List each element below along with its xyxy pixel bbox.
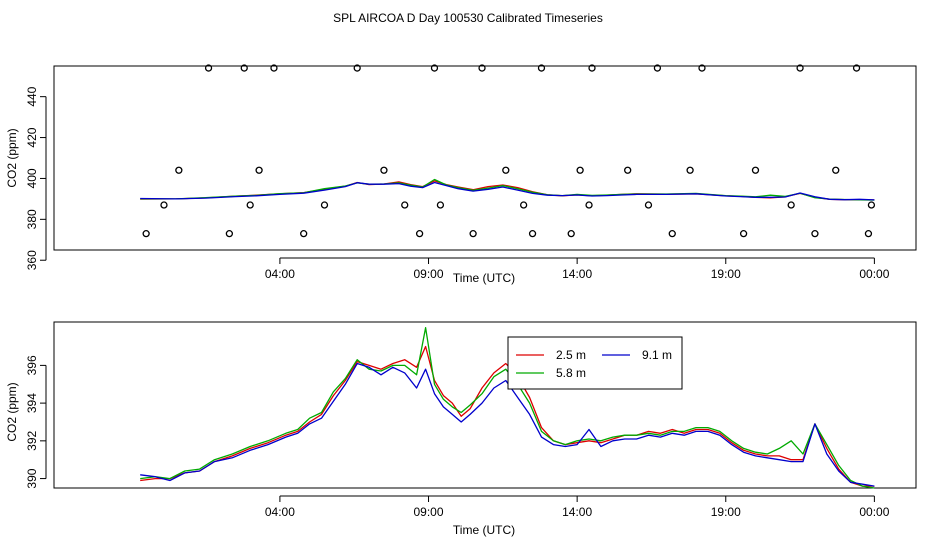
top-y-tick-label: 380 — [25, 209, 39, 229]
top-outlier-point — [653, 64, 662, 72]
top-outlier-point — [353, 64, 361, 72]
top-series-line-5.8m — [140, 178, 875, 201]
top-outlier-point — [320, 201, 329, 209]
top-x-tick-label: 19:00 — [711, 267, 741, 281]
top-plot-marks — [140, 64, 876, 238]
top-panel: 04:00 09:00 14:00 19:00 00:00 360 380 400 420 44… — [5, 64, 917, 285]
bottom-x-tick-label: 09:00 — [414, 505, 444, 519]
top-outlier-point — [576, 166, 584, 174]
top-plot-frame — [53, 65, 917, 251]
bottom-series-line-9.1m — [140, 362, 875, 487]
top-outlier-point — [644, 201, 653, 209]
top-y-tick-label: 360 — [25, 250, 39, 270]
top-outlier-point — [686, 166, 694, 174]
top-outlier-point — [796, 64, 804, 72]
top-outlier-point — [415, 229, 424, 238]
bottom-x-tick-label: 00:00 — [859, 505, 889, 519]
top-outlier-point — [852, 64, 861, 72]
top-outlier-point — [864, 229, 873, 238]
bottom-x-tick-label: 14:00 — [562, 505, 592, 519]
bottom-x-tick-label: 19:00 — [711, 505, 741, 519]
top-x-tick-label: 09:00 — [414, 267, 444, 281]
top-outlier-point — [585, 201, 593, 209]
top-outlier-point — [751, 166, 760, 174]
bottom-series-line-2.5m — [140, 345, 875, 487]
top-outlier-point — [175, 166, 183, 174]
top-x-tick-label: 04:00 — [265, 267, 295, 281]
top-outlier-point — [300, 229, 308, 238]
top-y-tick-label: 420 — [25, 127, 39, 147]
top-outlier-point — [668, 229, 676, 238]
top-outlier-point — [588, 64, 596, 72]
top-outlier-point — [160, 201, 168, 209]
top-outlier-point — [380, 166, 388, 174]
top-outlier-point — [401, 201, 409, 209]
top-outlier-point — [270, 64, 278, 72]
top-outlier-point — [624, 166, 632, 174]
top-outlier-point — [698, 64, 706, 72]
top-outlier-point — [142, 229, 150, 238]
bottom-x-axis: 04:00 09:00 14:00 19:00 00:00 — [265, 495, 890, 519]
top-outlier-point — [567, 229, 575, 238]
top-outlier-point — [867, 201, 876, 209]
top-outlier-point — [430, 64, 439, 72]
bottom-y-tick-label: 392 — [25, 431, 39, 451]
top-y-axis: 360 380 400 420 440 — [25, 86, 47, 270]
bottom-x-tick-label: 04:00 — [265, 505, 295, 519]
top-outlier-point — [528, 229, 537, 238]
top-outlier-point — [436, 201, 445, 209]
bottom-y-tick-label: 396 — [25, 355, 39, 375]
top-y-tick-label: 400 — [25, 168, 39, 188]
chart-title: SPL AIRCOA D Day 100530 Calibrated Times… — [333, 11, 603, 25]
top-x-axis-label: Time (UTC) — [453, 271, 515, 285]
top-outlier-point — [832, 166, 840, 174]
top-outlier-point — [246, 201, 254, 209]
top-outlier-point — [469, 229, 477, 238]
top-y-axis-label: CO2 (ppm) — [5, 128, 19, 187]
top-outlier-point — [204, 64, 213, 72]
top-outlier-point — [787, 201, 795, 209]
top-outlier-point — [255, 166, 263, 174]
bottom-plot-frame — [53, 321, 917, 489]
legend-box — [507, 336, 683, 390]
top-x-axis: 04:00 09:00 14:00 19:00 00:00 — [265, 257, 890, 281]
top-outlier-point — [811, 229, 819, 238]
legend-label-5.8m: 5.8 m — [556, 366, 586, 380]
top-outlier-point — [739, 229, 748, 238]
legend: 2.5 m 5.8 m 9.1 m — [507, 336, 683, 390]
top-outlier-point — [537, 64, 546, 72]
legend-label-9.1m: 9.1 m — [642, 348, 672, 362]
bottom-x-axis-label: Time (UTC) — [453, 523, 515, 537]
bottom-series-line-5.8m — [140, 327, 875, 489]
top-outlier-point — [240, 64, 248, 72]
bottom-y-tick-label: 390 — [25, 468, 39, 488]
top-outlier-point — [478, 64, 486, 72]
top-x-tick-label: 14:00 — [562, 267, 592, 281]
legend-label-2.5m: 2.5 m — [556, 348, 586, 362]
top-x-tick-label: 00:00 — [859, 267, 889, 281]
bottom-y-axis: 390 392 394 396 — [25, 355, 47, 489]
top-outlier-point — [502, 166, 510, 174]
top-outlier-point — [225, 229, 234, 238]
top-outlier-point — [519, 201, 528, 209]
bottom-y-tick-label: 394 — [25, 393, 39, 413]
bottom-panel: 04:00 09:00 14:00 19:00 00:00 390 392 394 396 T… — [5, 321, 917, 537]
top-series-line-9.1m — [140, 181, 875, 201]
bottom-plot-marks — [140, 327, 875, 489]
bottom-y-axis-label: CO2 (ppm) — [5, 382, 19, 441]
top-y-tick-label: 440 — [25, 86, 39, 106]
